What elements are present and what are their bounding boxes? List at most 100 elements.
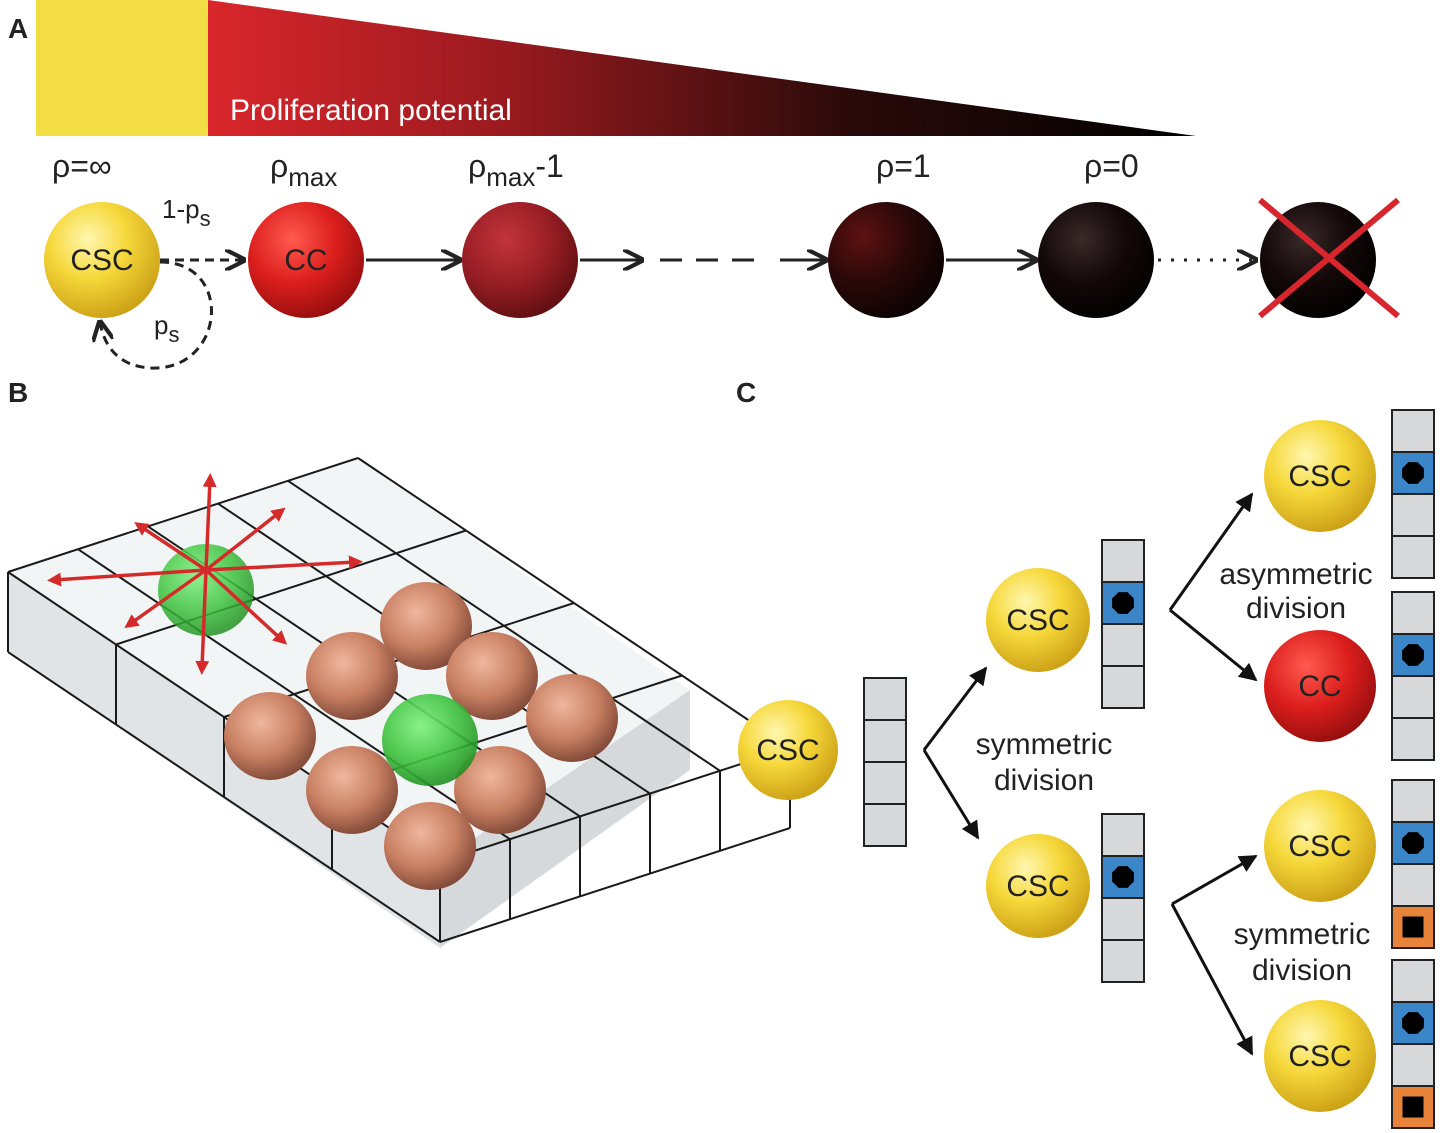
cc-cell-rho-max-minus-1 (462, 202, 578, 318)
octagon-marker-icon (1402, 832, 1424, 854)
neighborhood-arrow (195, 569, 210, 675)
stem-potential-bar (36, 0, 208, 136)
self-renewal-probability-label: ps (154, 310, 179, 347)
symmetric-division-2-label-line1: symmetric (1234, 918, 1371, 951)
tumor-cell (526, 674, 618, 762)
cc-cell-rho-1 (828, 202, 944, 318)
tumor-cells (224, 582, 618, 890)
right-csc-cell-1 (1264, 420, 1376, 532)
cc-cell-rho-0 (1038, 202, 1154, 318)
marker-slot-empty (863, 803, 907, 847)
lattice-line (439, 747, 791, 863)
marker-slot-empty (1391, 1043, 1435, 1087)
marker-slot-empty (1101, 939, 1145, 983)
marker-slot-empty (1391, 959, 1435, 1003)
right-marker-column-3 (1391, 779, 1435, 949)
right-csc-label-4: CSC (1288, 1040, 1351, 1073)
marker-slot-empty (1391, 675, 1435, 719)
tumor-cell (224, 692, 316, 780)
right-csc-label-1: CSC (1288, 460, 1351, 493)
marker-slot-blue (1101, 855, 1145, 899)
panel-b: B (7, 377, 791, 948)
right-cc-label: CC (1298, 670, 1341, 703)
square-marker-icon (1402, 1096, 1424, 1118)
marker-slot-empty (863, 719, 907, 763)
marker-slot-empty (1391, 493, 1435, 537)
octagon-marker-icon (1402, 644, 1424, 666)
octagon-marker-icon (1112, 592, 1134, 614)
marker-slot-empty (1391, 779, 1435, 823)
arrow-to-upper-csc (922, 666, 988, 751)
panel-c-letter: C (736, 377, 756, 408)
panel-c: C CSC symmetric division CSC CSC asymmet… (736, 377, 1435, 1129)
marker-slot-empty (1101, 665, 1145, 709)
arrow-to-csc-right-1 (1168, 492, 1254, 611)
neighborhood-arrow (47, 568, 207, 587)
arrow-to-lower-csc (922, 749, 980, 840)
differentiation-probability-label: 1-ps (162, 194, 211, 231)
rho-infinity-label: ρ=∞ (52, 148, 112, 184)
right-marker-column-1 (1391, 409, 1435, 579)
tumor-cell (454, 746, 546, 834)
neighborhood-arrow (202, 473, 217, 571)
neighborhood-arrow (124, 568, 208, 629)
right-csc-cell-3 (1264, 790, 1376, 902)
neighborhood-arrow (205, 555, 363, 572)
octagon-marker-icon (1402, 462, 1424, 484)
tumor-cell (306, 746, 398, 834)
csc-cell (44, 202, 160, 318)
green-cell-center (382, 694, 478, 786)
rho-zero-label: ρ=0 (1084, 148, 1139, 184)
cell-death-cross-icon (1258, 197, 1400, 319)
arrow-to-cc-right (1169, 608, 1258, 682)
right-marker-column-2 (1391, 591, 1435, 761)
octagon-marker-icon (1112, 866, 1134, 888)
neighborhood-arrow (204, 507, 286, 572)
panel-a-letter: A (8, 13, 28, 44)
asymmetric-division-label-line2: division (1246, 592, 1346, 625)
tumor-cell (380, 582, 472, 670)
root-csc-cell (738, 700, 838, 800)
arrow-to-csc-right-4 (1170, 903, 1254, 1056)
marker-slot-empty (1391, 591, 1435, 635)
upper-csc-cell (986, 568, 1090, 672)
right-csc-label-3: CSC (1288, 830, 1351, 863)
tumor-cell (446, 632, 538, 720)
marker-slot-empty (1391, 717, 1435, 761)
square-marker-icon (1402, 916, 1424, 938)
lattice-line (7, 457, 359, 573)
symmetric-division-label-line2: division (994, 764, 1094, 797)
tumor-cell (384, 802, 476, 890)
panel-b-letter: B (8, 377, 28, 408)
proliferation-potential-wedge (208, 0, 1196, 136)
rho-one-label: ρ=1 (876, 148, 931, 184)
marker-slot-empty (1391, 863, 1435, 907)
right-csc-cell-4 (1264, 1000, 1376, 1112)
marker-slot-empty (863, 677, 907, 721)
lattice-line (115, 529, 467, 646)
marker-slot-empty (863, 761, 907, 805)
panel-a: A Proliferation potential ρ=∞ ρmax ρmax-… (8, 0, 1400, 370)
csc-cell-label: CSC (70, 244, 133, 277)
root-marker-column (863, 677, 907, 847)
lower-marker-column (1101, 813, 1145, 983)
root-csc-label: CSC (756, 734, 819, 767)
lattice-line (439, 827, 791, 943)
rho-max-minus-one-label: ρmax-1 (468, 148, 564, 192)
marker-slot-empty (1101, 897, 1145, 941)
arrow-to-csc-right-3 (1171, 854, 1258, 906)
marker-slot-empty (1391, 409, 1435, 453)
octagon-marker-icon (1402, 1012, 1424, 1034)
self-renewal-loop-arrow (100, 260, 213, 370)
proliferation-potential-label: Proliferation potential (230, 94, 512, 127)
neighborhood-arrow (134, 522, 207, 572)
marker-slot-empty (1101, 539, 1145, 583)
marker-slot-empty (1101, 623, 1145, 667)
cc-cell-rho-max (248, 202, 364, 318)
upper-marker-column (1101, 539, 1145, 709)
lattice-right-face (440, 690, 690, 948)
lower-csc-cell (986, 834, 1090, 938)
cc-cell-label: CC (284, 244, 327, 277)
right-cc-cell (1264, 630, 1376, 742)
